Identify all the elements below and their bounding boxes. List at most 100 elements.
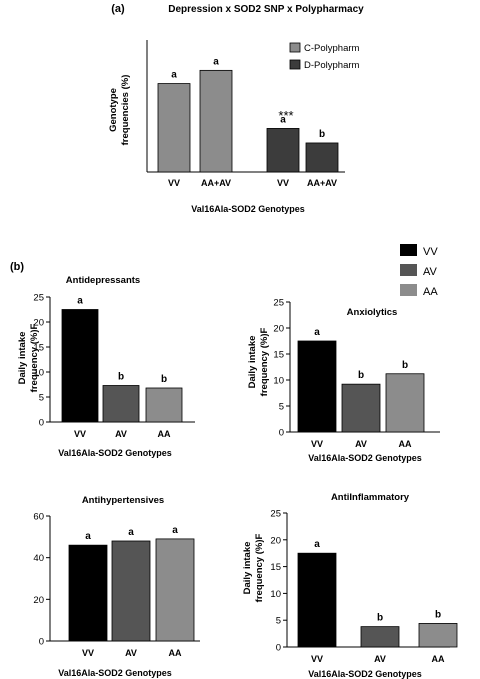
legend-label-a-1: D-Polypharm bbox=[304, 60, 360, 71]
chart-title-a: Depression x SOD2 SNP x Polypharmacy bbox=[168, 4, 364, 15]
y-axis-label-4-line: Daily intake bbox=[242, 542, 253, 595]
bar-a-1-0 bbox=[266, 128, 300, 173]
x-tick-label-a-1-0: VV bbox=[277, 178, 289, 188]
y-axis-label-a: Genotypefrequencies (%) bbox=[108, 75, 131, 146]
x-axis-label-1: Val16Ala-SOD2 Genotypes bbox=[58, 448, 172, 458]
sig-letter-4-2: b bbox=[435, 609, 441, 620]
y-tick-label-1-5: 25 bbox=[33, 293, 44, 304]
bar-1-2 bbox=[145, 387, 183, 423]
y-axis-label-2-line: frequency (%)F bbox=[259, 327, 270, 396]
panel-label-b: (b) bbox=[10, 261, 24, 273]
x-tick-label-3-2: AA bbox=[169, 648, 182, 658]
bar-1-0 bbox=[61, 309, 99, 423]
sig-letter-a-0-1: a bbox=[213, 56, 219, 67]
x-tick-label-4-0: VV bbox=[311, 654, 323, 664]
y-axis-label-2: Daily intakefrequency (%)F bbox=[247, 327, 270, 396]
y-tick-label-1-2: 10 bbox=[33, 368, 44, 379]
x-axis-label-3: Val16Ala-SOD2 Genotypes bbox=[58, 668, 172, 678]
sig-letter-3-0: a bbox=[85, 531, 91, 542]
y-tick-label-2-4: 20 bbox=[273, 324, 284, 335]
x-tick-label-a-0-0: VV bbox=[168, 178, 180, 188]
x-tick-label-2-0: VV bbox=[311, 439, 323, 449]
bar-a-1-1 bbox=[305, 142, 339, 173]
y-tick-label-2-2: 10 bbox=[273, 376, 284, 387]
y-tick-label-4-4: 20 bbox=[270, 535, 281, 546]
legend-label-b-2: AA bbox=[423, 286, 438, 298]
bar-2-2 bbox=[385, 373, 425, 433]
sig-letter-4-1: b bbox=[377, 613, 383, 624]
panel-label-a: (a) bbox=[111, 3, 125, 15]
y-tick-label-2-5: 25 bbox=[273, 298, 284, 309]
y-axis-label-a-line: Genotype bbox=[108, 88, 119, 132]
sig-letter-a-1-0: a bbox=[280, 114, 286, 125]
y-tick-label-2-0: 0 bbox=[279, 428, 284, 439]
bar-2-1 bbox=[341, 383, 381, 433]
legend-label-b-1: AV bbox=[423, 266, 438, 278]
x-tick-label-2-2: AA bbox=[399, 439, 412, 449]
y-tick-label-4-0: 0 bbox=[276, 643, 281, 654]
sig-letter-4-0: a bbox=[314, 539, 320, 550]
sig-letter-2-0: a bbox=[314, 327, 320, 338]
sig-letter-1-1: b bbox=[118, 372, 124, 383]
x-tick-label-1-2: AA bbox=[158, 429, 171, 439]
bar-4-1 bbox=[360, 626, 400, 648]
bar-a-0-0 bbox=[157, 83, 191, 173]
y-tick-label-1-1: 5 bbox=[39, 393, 44, 404]
sig-letter-1-2: b bbox=[161, 374, 167, 385]
y-tick-label-4-5: 25 bbox=[270, 509, 281, 520]
legend-swatch-a-1 bbox=[289, 59, 301, 70]
y-tick-label-3-2: 40 bbox=[33, 553, 44, 564]
legend-swatch-b-2 bbox=[400, 284, 417, 296]
legend-swatch-b-0 bbox=[400, 244, 417, 256]
legend-swatch-b-1 bbox=[400, 264, 417, 276]
sig-letter-1-0: a bbox=[77, 296, 83, 307]
sig-letter-a-1-1: b bbox=[319, 129, 325, 140]
legend-swatch-a-0 bbox=[289, 42, 301, 53]
x-tick-label-2-1: AV bbox=[355, 439, 367, 449]
bar-3-0 bbox=[68, 544, 108, 642]
bar-1-1 bbox=[102, 385, 140, 423]
y-axis-label-4-line: frequency (%)F bbox=[254, 533, 265, 602]
y-tick-label-2-1: 5 bbox=[279, 402, 284, 413]
bar-3-1 bbox=[111, 540, 151, 642]
y-axis-label-2-line: Daily intake bbox=[247, 336, 258, 389]
bar-3-2 bbox=[155, 538, 195, 642]
sig-letter-2-1: b bbox=[358, 370, 364, 381]
annotation-a: *** bbox=[278, 108, 293, 123]
y-tick-label-4-3: 15 bbox=[270, 562, 281, 573]
y-axis-label-1: Daily intakefrequency (%)F bbox=[17, 323, 40, 392]
y-axis-label-4: Daily intakefrequency (%)F bbox=[242, 533, 265, 602]
x-tick-label-4-2: AA bbox=[432, 654, 445, 664]
chart-title-3: Antihypertensives bbox=[82, 495, 164, 506]
chart-title-1: Antidepressants bbox=[66, 275, 140, 286]
sig-letter-2-2: b bbox=[402, 360, 408, 371]
y-tick-label-1-4: 20 bbox=[33, 318, 44, 329]
sig-letter-3-2: a bbox=[172, 525, 178, 536]
y-tick-label-1-3: 15 bbox=[33, 343, 44, 354]
x-tick-label-a-0-1: AA+AV bbox=[201, 178, 231, 188]
x-axis-label-2: Val16Ala-SOD2 Genotypes bbox=[308, 453, 422, 463]
legend-label-a-0: C-Polypharm bbox=[304, 43, 360, 54]
x-axis-label-4: Val16Ala-SOD2 Genotypes bbox=[308, 669, 422, 679]
x-tick-label-3-0: VV bbox=[82, 648, 94, 658]
x-tick-label-4-1: AV bbox=[374, 654, 386, 664]
sig-letter-3-1: a bbox=[128, 527, 134, 538]
chart-title-2: Anxiolytics bbox=[347, 307, 398, 318]
y-tick-label-3-0: 0 bbox=[39, 637, 44, 648]
y-tick-label-3-3: 60 bbox=[33, 512, 44, 523]
x-tick-label-a-1-1: AA+AV bbox=[307, 178, 337, 188]
bar-a-0-1 bbox=[199, 69, 233, 173]
y-axis-label-1-line: Daily intake bbox=[17, 332, 28, 385]
x-axis-label-a: Val16Ala-SOD2 Genotypes bbox=[191, 204, 305, 214]
y-tick-label-4-1: 5 bbox=[276, 616, 281, 627]
y-tick-label-3-1: 20 bbox=[33, 595, 44, 606]
y-tick-label-4-2: 10 bbox=[270, 589, 281, 600]
sig-letter-a-0-0: a bbox=[171, 70, 177, 81]
y-axis-label-1-line: frequency (%)F bbox=[29, 323, 40, 392]
x-tick-label-3-1: AV bbox=[125, 648, 137, 658]
legend-label-b-0: VV bbox=[423, 246, 438, 258]
bar-4-0 bbox=[297, 552, 337, 648]
x-tick-label-1-1: AV bbox=[115, 429, 127, 439]
bar-4-2 bbox=[418, 623, 458, 648]
